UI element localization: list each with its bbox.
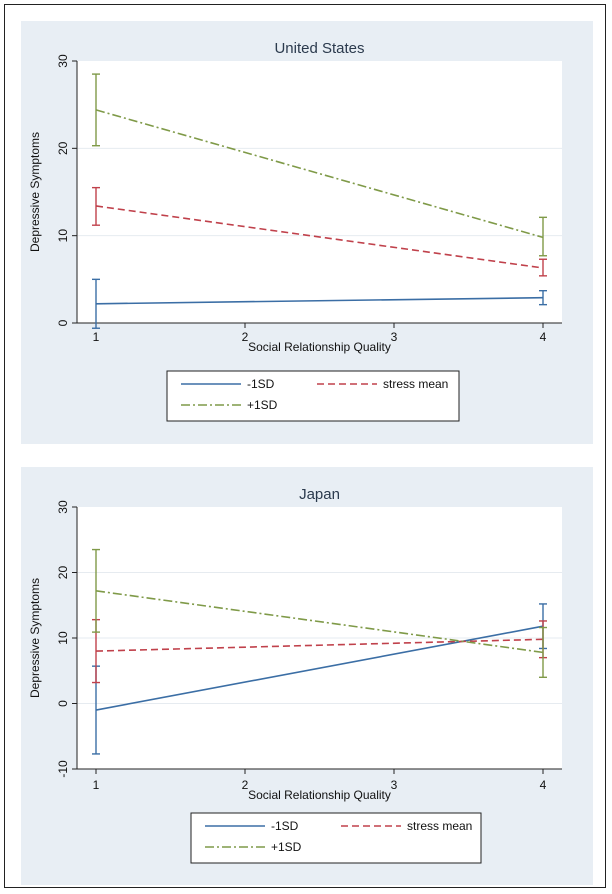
legend: -1SD stress mean +1SD	[166, 370, 460, 422]
x-tick-label: 2	[242, 778, 249, 792]
series-line-1sd	[95, 109, 544, 239]
legend-label-stress-mean: stress mean	[407, 819, 472, 833]
y-tick-label: 10	[56, 631, 70, 645]
y-tick-label: 10	[56, 229, 70, 243]
x-tick-label: 4	[540, 778, 547, 792]
x-axis-label: Social Relationship Quality	[248, 340, 391, 354]
legend: -1SD stress mean +1SD	[190, 812, 482, 864]
y-tick-label: 0	[56, 319, 70, 326]
y-tick-label: 30	[56, 54, 70, 68]
x-tick-label: 1	[93, 330, 100, 344]
legend-label-1sd: +1SD	[247, 398, 278, 412]
chart-panel-japan: -10 0 10 20 30 1 2 3 4 Japan Social Relationship Q…	[21, 467, 593, 885]
series-line-1sd	[95, 590, 544, 654]
series-line-stress-mean	[95, 638, 544, 652]
legend-box	[190, 812, 482, 864]
y-axis-label: Depressive Symptoms	[28, 132, 42, 252]
series-line-1sd	[95, 625, 544, 711]
series-line-1sd	[95, 296, 544, 305]
y-axis-label: Depressive Symptoms	[28, 578, 42, 698]
y-tick-label: 0	[56, 700, 70, 707]
y-tick-label: -10	[56, 760, 70, 778]
y-tick-label: 20	[56, 566, 70, 580]
x-tick-label: 1	[93, 778, 100, 792]
legend-label-1sd: +1SD	[271, 840, 302, 854]
x-tick-label: 4	[540, 330, 547, 344]
legend-label-1sd: -1SD	[271, 819, 299, 833]
x-tick-label: 3	[391, 330, 398, 344]
chart-title: Japan	[299, 486, 340, 503]
legend-box	[166, 370, 460, 422]
chart-panel-united-states: 0 10 20 30 1 2 3 4 United States Social Relations…	[21, 21, 593, 444]
series-line-stress-mean	[95, 205, 544, 269]
y-tick-label: 20	[56, 141, 70, 155]
legend-label-stress-mean: stress mean	[383, 377, 448, 391]
x-tick-label: 3	[391, 778, 398, 792]
y-tick-label: 30	[56, 500, 70, 514]
plot-area	[77, 61, 562, 323]
figure-frame: 0 10 20 30 1 2 3 4 United States Social Relations…	[4, 4, 606, 888]
x-tick-label: 2	[242, 330, 249, 344]
x-axis-label: Social Relationship Quality	[248, 788, 391, 802]
chart-title: United States	[274, 40, 364, 57]
legend-label-1sd: -1SD	[247, 377, 275, 391]
